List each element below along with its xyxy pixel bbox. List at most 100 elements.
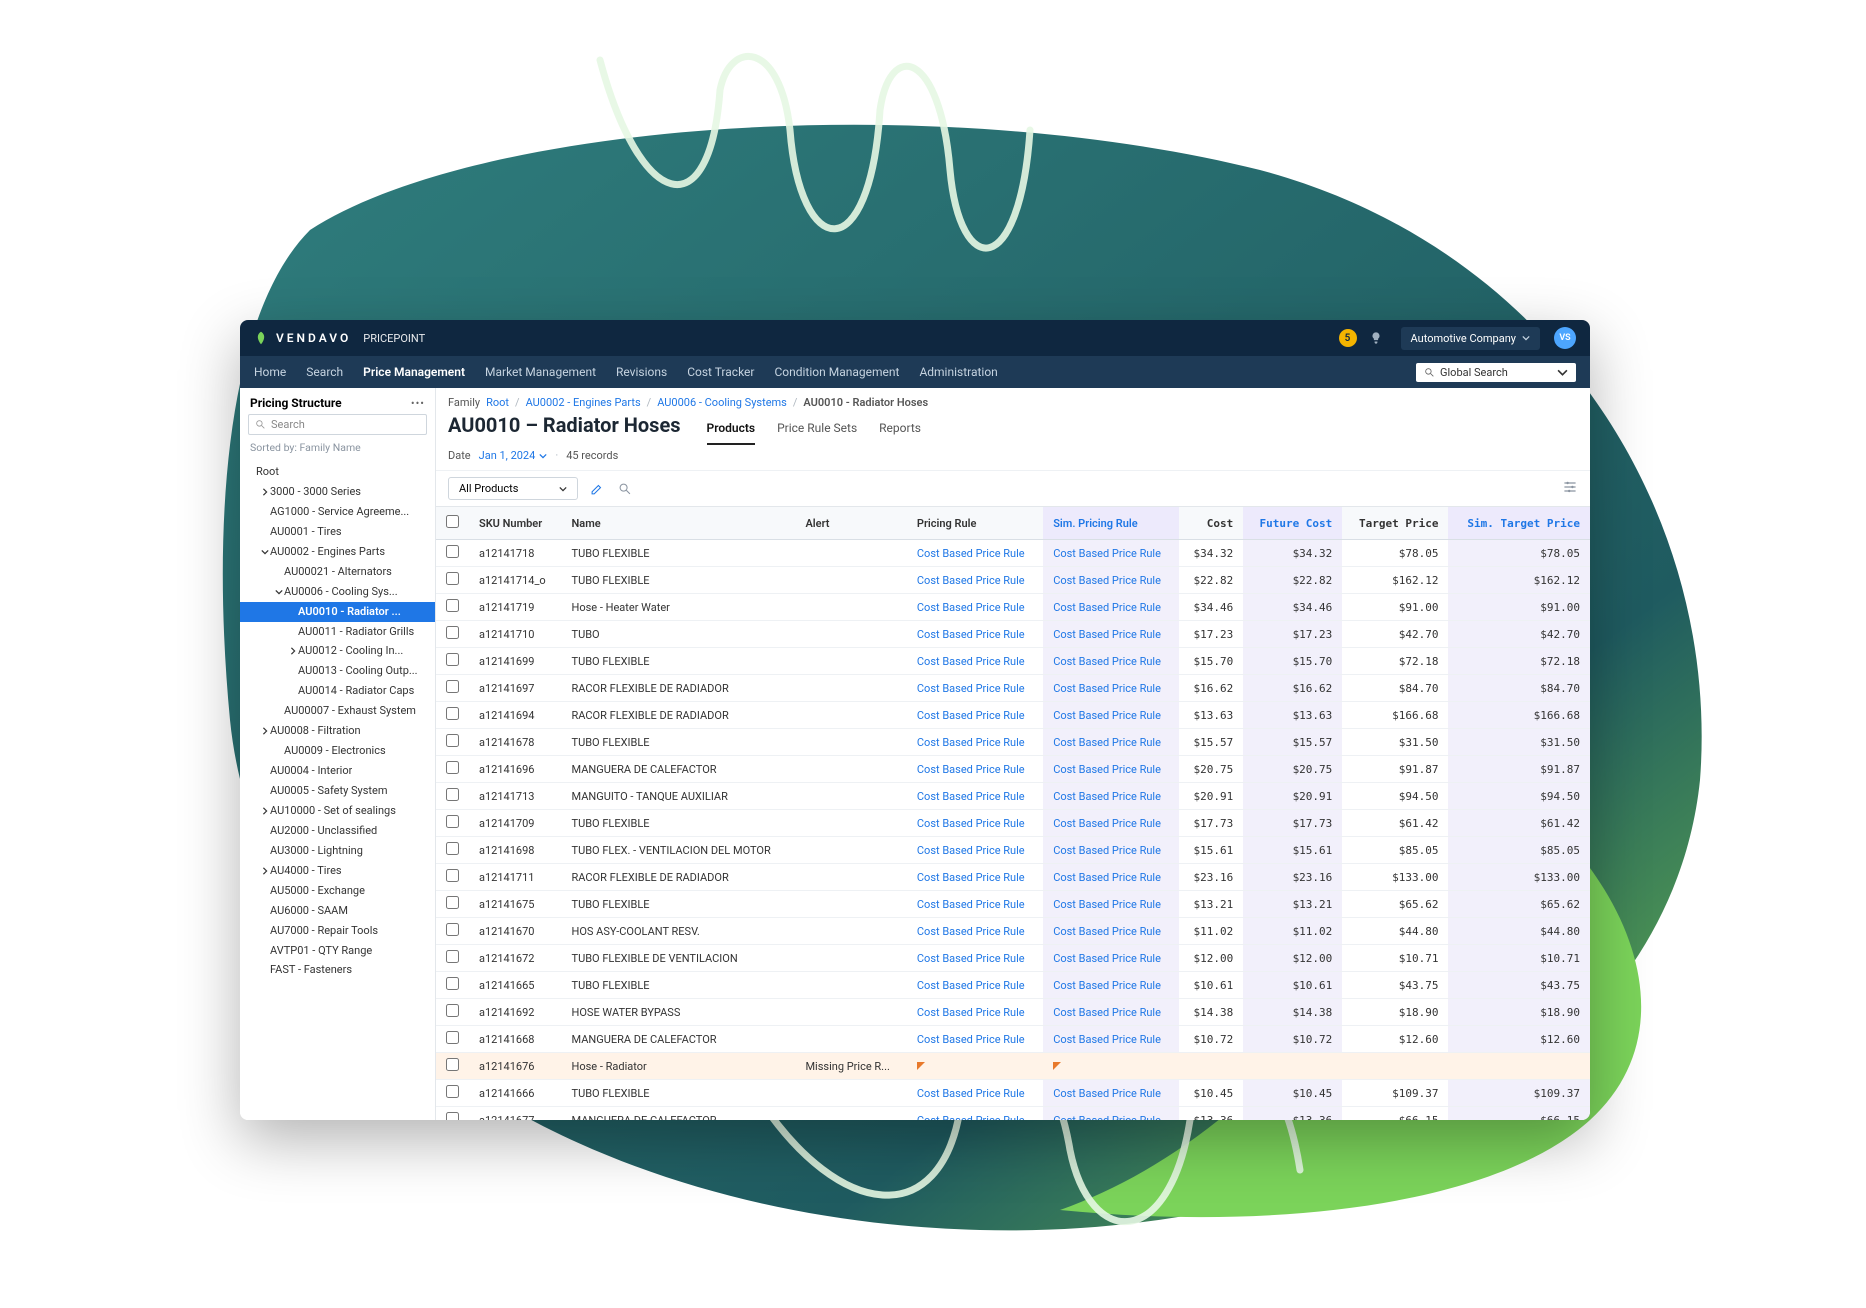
table-row[interactable]: a12141718TUBO FLEXIBLECost Based Price R… (436, 540, 1590, 567)
table-row[interactable]: a12141670HOS ASY-COOLANT RESV.Cost Based… (436, 918, 1590, 945)
pricing-rule-link[interactable]: Cost Based Price Rule (1043, 540, 1179, 567)
pricing-rule-link[interactable]: Cost Based Price Rule (1043, 1026, 1179, 1053)
pricing-rule-link[interactable]: Cost Based Price Rule (1043, 621, 1179, 648)
row-checkbox[interactable] (446, 1031, 459, 1044)
breadcrumb-link[interactable]: Root (486, 396, 509, 409)
pricing-rule-link[interactable]: Cost Based Price Rule (1043, 1107, 1179, 1121)
tree-node[interactable]: AU3000 - Lightning (240, 841, 435, 861)
tree-node[interactable]: AU6000 - SAAM (240, 901, 435, 921)
pricing-rule-link[interactable]: Cost Based Price Rule (1043, 1080, 1179, 1107)
row-checkbox[interactable] (446, 734, 459, 747)
row-checkbox[interactable] (446, 950, 459, 963)
pricing-rule-link[interactable]: Cost Based Price Rule (1043, 783, 1179, 810)
row-checkbox[interactable] (446, 977, 459, 990)
pricing-rule-link[interactable]: Cost Based Price Rule (907, 891, 1043, 918)
tree-node[interactable]: AU0010 - Radiator ... (240, 602, 435, 622)
nav-item[interactable]: Search (306, 357, 343, 387)
tree-node[interactable]: AU0013 - Cooling Outp... (240, 661, 435, 681)
tree-node[interactable]: AU0014 - Radiator Caps (240, 681, 435, 701)
table-row[interactable]: a12141675TUBO FLEXIBLECost Based Price R… (436, 891, 1590, 918)
pricing-rule-link[interactable]: Cost Based Price Rule (907, 621, 1043, 648)
table-row[interactable]: a12141678TUBO FLEXIBLECost Based Price R… (436, 729, 1590, 756)
breadcrumb-link[interactable]: AU0006 - Cooling Systems (657, 396, 787, 409)
pricing-rule-link[interactable]: Cost Based Price Rule (907, 702, 1043, 729)
column-header[interactable]: Cost (1179, 507, 1243, 540)
table-row[interactable]: a12141698TUBO FLEX. - VENTILACION DEL MO… (436, 837, 1590, 864)
row-checkbox[interactable] (446, 653, 459, 666)
column-header[interactable]: Alert (795, 507, 906, 540)
nav-item[interactable]: Home (254, 357, 286, 387)
nav-item[interactable]: Market Management (485, 357, 596, 387)
table-row[interactable]: a12141672TUBO FLEXIBLE DE VENTILACIONCos… (436, 945, 1590, 972)
row-checkbox[interactable] (446, 815, 459, 828)
tree-node[interactable]: AU0006 - Cooling Sys... (240, 582, 435, 602)
pricing-rule-link[interactable]: Cost Based Price Rule (1043, 945, 1179, 972)
tree-node[interactable]: AU2000 - Unclassified (240, 821, 435, 841)
row-checkbox[interactable] (446, 896, 459, 909)
table-row[interactable]: a12141694RACOR FLEXIBLE DE RADIADORCost … (436, 702, 1590, 729)
table-row[interactable]: a12141711RACOR FLEXIBLE DE RADIADORCost … (436, 864, 1590, 891)
pricing-rule-link[interactable]: Cost Based Price Rule (907, 918, 1043, 945)
tree-node[interactable]: 3000 - 3000 Series (240, 482, 435, 502)
tree-node[interactable]: AU0009 - Electronics (240, 741, 435, 761)
sidebar-more-button[interactable]: ••• (411, 397, 425, 410)
pricing-rule-link[interactable]: Cost Based Price Rule (1043, 729, 1179, 756)
nav-item[interactable]: Administration (919, 357, 997, 387)
tree-node[interactable]: AU0008 - Filtration (240, 721, 435, 741)
nav-item[interactable]: Price Management (363, 357, 465, 387)
table-settings-button[interactable] (1562, 479, 1578, 498)
tree-node[interactable]: FAST - Fasteners (240, 960, 435, 980)
pricing-rule-link[interactable]: Cost Based Price Rule (1043, 675, 1179, 702)
table-row[interactable]: a12141692HOSE WATER BYPASSCost Based Pri… (436, 999, 1590, 1026)
pricing-rule-link[interactable]: Cost Based Price Rule (907, 783, 1043, 810)
page-tab[interactable]: Products (707, 415, 756, 445)
table-row[interactable]: a12141710TUBOCost Based Price RuleCost B… (436, 621, 1590, 648)
row-checkbox[interactable] (446, 1058, 459, 1071)
pricing-rule-link[interactable]: Cost Based Price Rule (907, 675, 1043, 702)
row-checkbox[interactable] (446, 923, 459, 936)
pricing-rule-link[interactable]: Cost Based Price Rule (1043, 864, 1179, 891)
row-checkbox[interactable] (446, 1112, 459, 1120)
row-checkbox[interactable] (446, 1004, 459, 1017)
row-checkbox[interactable] (446, 842, 459, 855)
pricing-rule-link[interactable]: Cost Based Price Rule (907, 648, 1043, 675)
nav-item[interactable]: Condition Management (774, 357, 899, 387)
table-row[interactable]: a12141697RACOR FLEXIBLE DE RADIADORCost … (436, 675, 1590, 702)
row-checkbox[interactable] (446, 869, 459, 882)
row-checkbox[interactable] (446, 545, 459, 558)
date-picker[interactable]: Jan 1, 2024 (479, 449, 548, 462)
company-selector[interactable]: Automotive Company (1401, 327, 1540, 350)
table-row[interactable]: a12141709TUBO FLEXIBLECost Based Price R… (436, 810, 1590, 837)
pricing-rule-link[interactable]: Cost Based Price Rule (907, 594, 1043, 621)
nav-item[interactable]: Cost Tracker (687, 357, 754, 387)
tree-node[interactable]: AU00007 - Exhaust System (240, 701, 435, 721)
column-header[interactable]: Name (562, 507, 796, 540)
pricing-rule-link[interactable]: Cost Based Price Rule (1043, 594, 1179, 621)
tree-node[interactable]: AU0001 - Tires (240, 522, 435, 542)
table-row[interactable]: a12141699TUBO FLEXIBLECost Based Price R… (436, 648, 1590, 675)
pricing-rule-link[interactable]: Cost Based Price Rule (907, 810, 1043, 837)
row-checkbox[interactable] (446, 572, 459, 585)
tree-node[interactable]: AU00021 - Alternators (240, 562, 435, 582)
column-header[interactable]: SKU Number (469, 507, 562, 540)
row-checkbox[interactable] (446, 1085, 459, 1098)
product-filter-select[interactable]: All Products (448, 477, 578, 500)
tree-node[interactable]: AU0004 - Interior (240, 761, 435, 781)
tree-node[interactable]: AVTP01 - QTY Range (240, 941, 435, 961)
row-checkbox[interactable] (446, 707, 459, 720)
table-row[interactable]: a12141666TUBO FLEXIBLECost Based Price R… (436, 1080, 1590, 1107)
nav-item[interactable]: Revisions (616, 357, 667, 387)
column-header[interactable]: Pricing Rule (907, 507, 1043, 540)
table-row[interactable]: a12141676Hose - RadiatorMissing Price R.… (436, 1053, 1590, 1080)
global-search[interactable]: Global Search (1416, 363, 1576, 382)
column-header[interactable]: Future Cost (1243, 507, 1342, 540)
row-checkbox[interactable] (446, 761, 459, 774)
pricing-rule-link[interactable]: Cost Based Price Rule (907, 972, 1043, 999)
page-tab[interactable]: Price Rule Sets (777, 415, 857, 445)
tree-node[interactable]: AU0012 - Cooling In... (240, 641, 435, 661)
table-row[interactable]: a12141677MANGUERA DE CALEFACTORCost Base… (436, 1107, 1590, 1121)
page-tab[interactable]: Reports (879, 415, 921, 445)
pricing-rule-link[interactable]: Cost Based Price Rule (907, 567, 1043, 594)
pricing-rule-link[interactable]: Cost Based Price Rule (1043, 918, 1179, 945)
pricing-rule-link[interactable]: Cost Based Price Rule (907, 864, 1043, 891)
